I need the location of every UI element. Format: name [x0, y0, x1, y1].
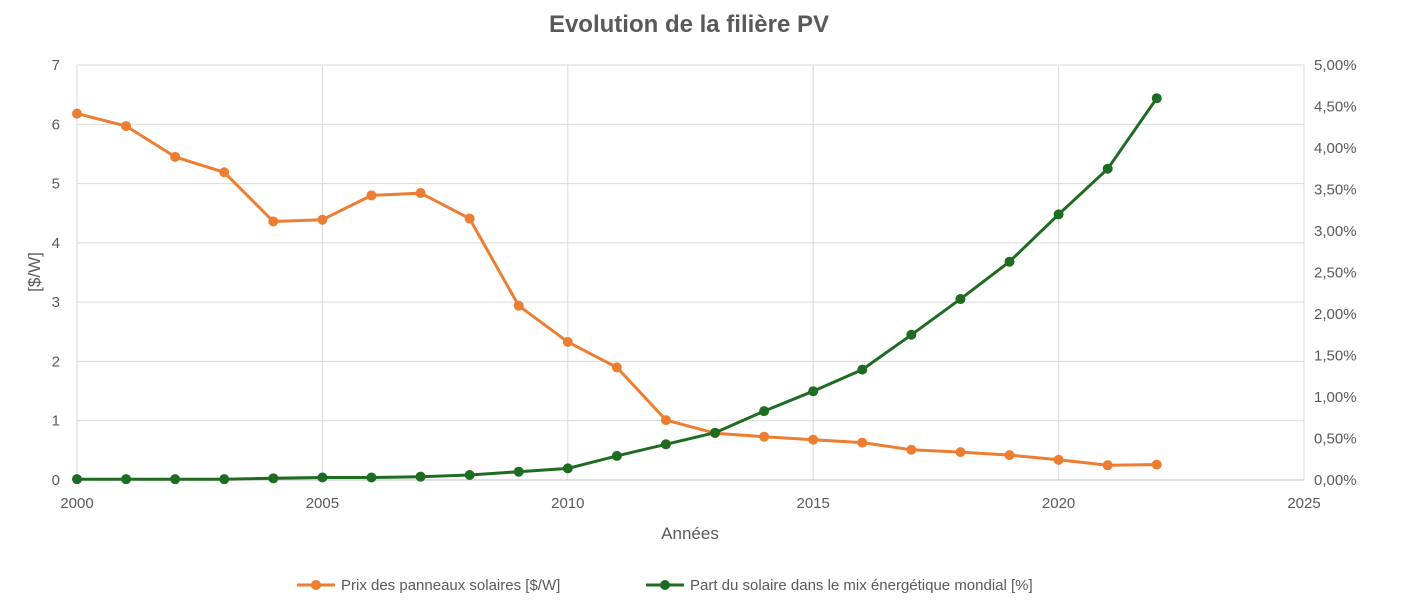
data-point [955, 447, 966, 458]
y-tick-label: 1 [52, 413, 60, 430]
data-point [1004, 256, 1015, 267]
data-point [268, 473, 279, 484]
data-point [268, 216, 279, 227]
data-point [366, 190, 377, 201]
y-tick-label: 2 [52, 353, 60, 370]
data-point [857, 437, 868, 448]
data-point [1151, 93, 1162, 104]
series-line [77, 97, 1159, 481]
y2-tick-label: 0,00% [1314, 472, 1357, 489]
y2-tick-label: 1,50% [1314, 348, 1357, 365]
data-point [1102, 460, 1113, 471]
y-axis-ticks: 0 1 2 3 4 5 6 7 [52, 57, 60, 489]
y2-tick-label: 4,50% [1314, 99, 1357, 116]
series-1 [72, 108, 1162, 471]
data-point [1004, 450, 1015, 461]
y-tick-label: 6 [52, 116, 60, 133]
data-point [72, 474, 82, 485]
data-point [72, 108, 82, 119]
y2-tick-label: 5,00% [1314, 57, 1357, 74]
series-2 [72, 93, 1162, 485]
grid-lines [76, 64, 1305, 481]
x-tick-label: 2005 [306, 495, 339, 512]
data-point [121, 474, 132, 485]
data-point [857, 364, 868, 375]
data-point [1053, 209, 1064, 220]
data-point [660, 415, 671, 426]
chart-title: Evolution de la filière PV [549, 11, 829, 38]
x-tick-label: 2025 [1287, 495, 1320, 512]
y-tick-label: 7 [52, 57, 60, 74]
data-point [121, 121, 132, 132]
y2-tick-label: 3,00% [1314, 223, 1357, 240]
data-point [317, 214, 328, 225]
data-point [317, 472, 328, 483]
data-point [513, 300, 524, 311]
y-tick-label: 3 [52, 294, 60, 311]
data-point [906, 444, 917, 455]
series [72, 93, 1162, 485]
legend-marker [660, 580, 670, 590]
y2-tick-label: 1,00% [1314, 389, 1357, 406]
y2-tick-label: 2,50% [1314, 265, 1357, 282]
legend: Prix des panneaux solaires [$/W] Part du … [297, 577, 1033, 594]
data-point [219, 167, 230, 178]
data-point [611, 450, 622, 461]
y-tick-label: 4 [52, 235, 60, 252]
series-line [76, 112, 1157, 467]
data-point [415, 188, 426, 199]
y2-tick-label: 4,00% [1314, 140, 1357, 157]
x-axis-label: Années [661, 524, 719, 543]
data-point [955, 294, 966, 305]
data-point [759, 406, 770, 417]
y-tick-label: 5 [52, 176, 60, 193]
legend-label: Prix des panneaux solaires [$/W] [341, 577, 560, 594]
x-tick-label: 2000 [60, 495, 93, 512]
legend-label: Part du solaire dans le mix énergétique … [690, 577, 1033, 594]
data-point [808, 434, 819, 445]
x-tick-label: 2010 [551, 495, 584, 512]
y2-axis-ticks: 0,00% 0,50% 1,00% 1,50% 2,00% 2,50% 3,00% 3,50%… [1314, 57, 1357, 489]
data-point [464, 213, 475, 224]
data-point [1151, 459, 1162, 470]
data-point [170, 151, 181, 162]
y2-tick-label: 3,50% [1314, 182, 1357, 199]
data-point [906, 329, 917, 340]
data-point [660, 439, 671, 450]
data-point [808, 386, 819, 397]
data-point [562, 336, 573, 347]
legend-marker [311, 580, 321, 590]
data-point [710, 427, 721, 438]
data-point [170, 474, 181, 485]
data-point [1053, 454, 1064, 465]
axes [76, 65, 1305, 481]
legend-item: Part du solaire dans le mix énergétique … [646, 577, 1033, 594]
data-point [562, 463, 573, 474]
data-point [366, 472, 377, 483]
y2-tick-label: 0,50% [1314, 431, 1357, 448]
y2-tick-label: 2,00% [1314, 306, 1357, 323]
x-tick-label: 2020 [1042, 495, 1075, 512]
data-point [415, 471, 426, 482]
data-point [219, 474, 230, 485]
data-point [513, 466, 524, 477]
x-tick-label: 2015 [797, 495, 830, 512]
x-axis-ticks: 2000 2005 2010 2015 2020 2025 [60, 495, 1320, 512]
data-point [1102, 163, 1113, 174]
y-tick-label: 0 [52, 472, 60, 489]
y-axis-label: [$/W] [25, 252, 44, 292]
data-point [464, 470, 475, 481]
legend-item: Prix des panneaux solaires [$/W] [297, 577, 560, 594]
data-point [611, 362, 622, 373]
data-point [759, 431, 770, 442]
